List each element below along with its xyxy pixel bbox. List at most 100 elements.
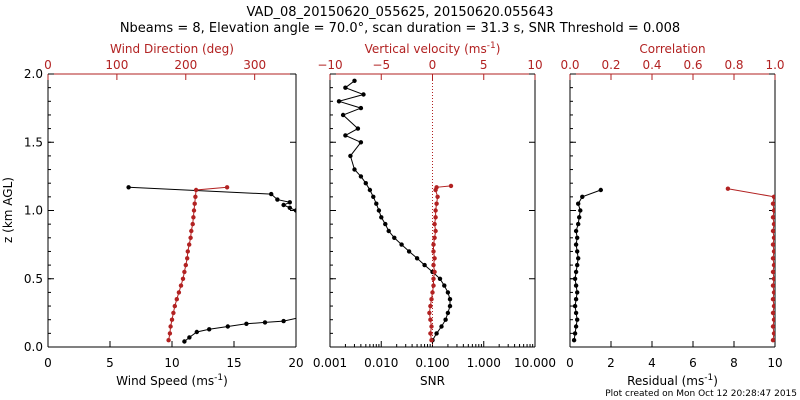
x-tick-label-top: 200 xyxy=(174,58,197,72)
data-point-red xyxy=(169,317,175,322)
data-point-black xyxy=(287,200,292,205)
data-point-black xyxy=(293,208,296,213)
data-point-black xyxy=(399,242,404,247)
x-tick-label-top: 300 xyxy=(243,58,266,72)
data-point-red xyxy=(188,235,193,240)
data-point-black xyxy=(358,140,364,145)
data-point-red xyxy=(770,256,775,261)
x-tick-label-top: 0 xyxy=(429,58,437,72)
x-tick-label-bottom: 0.001 xyxy=(313,356,347,370)
data-point-black xyxy=(340,112,346,118)
data-point-black xyxy=(598,187,603,193)
x-tick-label-top: 0.4 xyxy=(642,58,661,72)
y-tick-label: 2.0 xyxy=(24,67,43,81)
data-point-black xyxy=(358,174,364,179)
data-point-red xyxy=(429,338,434,343)
x-tick-label-top: 0.6 xyxy=(683,58,702,72)
data-point-red xyxy=(428,317,433,322)
data-point-black xyxy=(343,133,348,138)
x-axis-label-top-main: Wind Direction (deg) xyxy=(110,42,234,56)
data-point-red xyxy=(771,262,775,268)
data-point-black xyxy=(445,290,451,295)
data-point-red xyxy=(771,194,775,199)
data-point-black xyxy=(573,269,579,275)
data-point-red xyxy=(433,215,438,220)
data-point-black xyxy=(577,215,582,220)
x-tick-label-bottom: 4 xyxy=(648,356,656,370)
plot-area xyxy=(571,186,775,343)
data-point-red xyxy=(428,331,433,336)
data-point-red xyxy=(431,262,436,268)
data-point-black xyxy=(352,78,357,84)
x-tick-label-bottom: 2 xyxy=(607,356,615,370)
data-point-black xyxy=(575,317,580,322)
data-point-red xyxy=(431,242,436,247)
data-point-black xyxy=(573,297,579,302)
y-tick-label: 1.0 xyxy=(24,204,43,218)
x-tick-label-bottom: 8 xyxy=(730,356,738,370)
x-tick-label-top: 0.2 xyxy=(601,58,620,72)
data-point-black xyxy=(572,276,578,281)
data-point-red xyxy=(190,221,195,227)
data-point-black xyxy=(336,99,342,104)
x-axis-label-top-main: Correlation xyxy=(639,42,705,56)
data-point-black xyxy=(422,262,427,268)
x-tick-label-top: 1.0 xyxy=(765,58,784,72)
panel-snr-vertical-velocity: 0.001 0.010 0.100 1.000 10.000 −10 −5 0 5 10 SNR Ve… xyxy=(313,41,556,388)
x-tick-label-bottom: 0 xyxy=(44,356,52,370)
x-tick-label-bottom: 5 xyxy=(106,356,114,370)
x-axis-label-bottom-main: Wind Speed (ms xyxy=(116,374,214,388)
data-point-black xyxy=(575,262,580,268)
data-point-black xyxy=(576,201,581,206)
data-point-red xyxy=(770,201,775,206)
x-axis-label-bottom: SNR xyxy=(420,374,445,388)
data-point-red xyxy=(448,183,454,189)
series-line-red xyxy=(168,186,228,341)
data-point-black xyxy=(573,228,579,234)
data-point-black xyxy=(443,317,448,322)
data-point-black xyxy=(572,303,578,309)
data-point-red xyxy=(174,297,179,302)
data-point-black xyxy=(573,310,579,316)
x-tick-label-top: −10 xyxy=(317,58,342,72)
data-point-black xyxy=(300,315,304,319)
data-point-black xyxy=(445,310,451,316)
x-axis-label-bottom-sup: -1 xyxy=(214,373,223,383)
x-tick-label-top: −5 xyxy=(372,58,390,72)
data-point-red xyxy=(770,297,775,302)
data-point-black xyxy=(363,181,368,186)
data-point-black xyxy=(437,276,443,281)
data-point-red xyxy=(770,283,775,288)
data-point-red xyxy=(180,276,186,281)
x-axis-label-top-main: Vertical velocity (ms xyxy=(365,42,487,56)
data-point-red xyxy=(771,249,775,254)
x-tick-label-top: 0 xyxy=(44,58,52,72)
data-point-black xyxy=(287,205,292,210)
data-point-black xyxy=(374,201,379,206)
data-point-red xyxy=(166,338,171,343)
series-line-black xyxy=(128,186,296,342)
data-point-black xyxy=(379,215,384,220)
data-point-red xyxy=(771,235,775,240)
plot-created-footer: Plot created on Mon Oct 12 20:28:47 2015 xyxy=(605,389,797,399)
data-point-red xyxy=(434,201,439,206)
data-point-red xyxy=(176,290,182,295)
data-point-red xyxy=(770,324,775,329)
x-tick-label-top: 0.8 xyxy=(724,58,743,72)
data-point-red xyxy=(433,228,438,234)
data-point-black xyxy=(434,331,439,336)
data-point-black xyxy=(414,256,420,261)
y-tick-label: 0.0 xyxy=(24,340,43,354)
x-tick-label-top: 5 xyxy=(480,58,488,72)
data-point-black xyxy=(361,92,366,97)
data-point-black xyxy=(386,228,391,234)
data-point-red xyxy=(171,310,176,316)
x-tick-label-bottom: 10 xyxy=(767,356,782,370)
x-tick-label-bottom: 0 xyxy=(566,356,574,370)
data-point-black xyxy=(187,335,192,340)
x-axis-label-top: Vertical velocity (ms-1) xyxy=(365,41,501,56)
data-point-black xyxy=(442,283,447,288)
data-point-black xyxy=(572,331,578,336)
data-point-black xyxy=(371,194,376,199)
